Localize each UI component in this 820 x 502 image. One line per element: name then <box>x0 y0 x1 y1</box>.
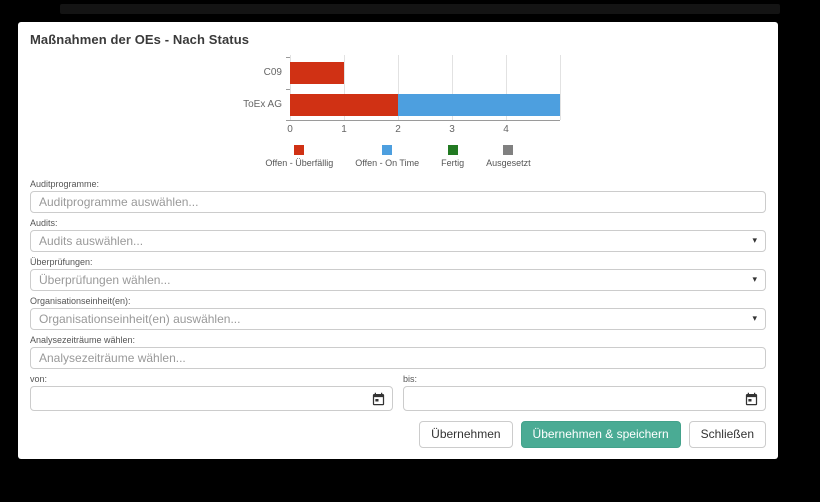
gridline <box>452 55 453 120</box>
apply-button[interactable]: Übernehmen <box>419 421 513 448</box>
legend-item: Offen - On Time <box>355 145 419 168</box>
gridline <box>398 55 399 120</box>
gridline <box>290 55 291 120</box>
ueberpruefungen-label: Überprüfungen: <box>30 257 93 267</box>
apply-and-save-button[interactable]: Übernehmen & speichern <box>520 421 681 448</box>
dialog-title: Maßnahmen der OEs - Nach Status <box>30 32 250 47</box>
date-range-row: von: bis: <box>30 374 766 411</box>
von-date-input[interactable] <box>30 386 393 411</box>
auditprogramme-input[interactable] <box>30 191 766 213</box>
chart-category-labels: C09 ToEx AG <box>236 57 290 121</box>
y-axis-tick <box>286 89 290 90</box>
gridline <box>506 55 507 120</box>
chart-legend: Offen - Überfällig Offen - On Time Fertig A… <box>30 145 766 168</box>
y-axis-tick <box>286 57 290 58</box>
audits-input[interactable] <box>30 230 766 252</box>
legend-swatch <box>382 145 393 155</box>
auditprogramme-label: Auditprogramme: <box>30 179 100 189</box>
x-tick-label: 3 <box>449 124 455 135</box>
bis-date-input[interactable] <box>403 386 766 411</box>
audits-label: Audits: <box>30 218 58 228</box>
analysezeitraeume-label: Analysezeiträume wählen: <box>30 335 136 345</box>
field-audits: Audits: ▾ <box>30 218 766 252</box>
chart-category-label: C09 <box>263 67 282 78</box>
legend-label: Fertig <box>441 158 465 168</box>
analysezeitraeume-input[interactable] <box>30 347 766 369</box>
calendar-icon[interactable] <box>371 391 386 406</box>
field-bis: bis: <box>403 374 766 411</box>
x-tick-label: 0 <box>287 124 293 135</box>
legend-item: Ausgesetzt <box>486 145 531 168</box>
filter-dialog: Maßnahmen der OEs - Nach Status C09 ToEx … <box>18 22 778 459</box>
stacked-bar <box>290 94 560 116</box>
legend-swatch <box>447 145 458 155</box>
bar-segment <box>290 94 398 116</box>
legend-item: Offen - Überfällig <box>265 145 333 168</box>
field-von: von: <box>30 374 393 411</box>
gridline <box>560 55 561 120</box>
chart-plot <box>286 55 561 121</box>
chart-category-label: ToEx AG <box>243 99 282 110</box>
close-button[interactable]: Schließen <box>688 421 766 448</box>
x-tick-label: 4 <box>503 124 509 135</box>
stacked-bar <box>290 62 344 84</box>
status-bar-chart: C09 ToEx AG 0 1 2 3 4 <box>30 55 766 137</box>
chevron-down-icon[interactable]: ▾ <box>752 274 757 285</box>
dialog-footer: Übernehmen Übernehmen & speichern Schlie… <box>30 421 766 448</box>
gridline <box>344 55 345 120</box>
chevron-down-icon[interactable]: ▾ <box>752 235 757 246</box>
ueberpruefungen-input[interactable] <box>30 269 766 291</box>
field-analysezeitraeume: Analysezeiträume wählen: <box>30 335 766 369</box>
legend-label: Ausgesetzt <box>486 158 531 168</box>
bis-label: bis: <box>403 374 418 384</box>
legend-label: Offen - On Time <box>355 158 420 168</box>
x-tick-label: 2 <box>395 124 401 135</box>
filter-form: Auditprogramme: Audits: ▾ Überprüfungen:… <box>30 179 766 411</box>
legend-swatch <box>294 145 305 155</box>
legend-label: Offen - Überfällig <box>265 158 334 168</box>
x-tick-label: 1 <box>341 124 347 135</box>
field-ueberpruefungen: Überprüfungen: ▾ <box>30 257 766 291</box>
legend-item: Fertig <box>441 145 464 168</box>
chart-x-ticks: 0 1 2 3 4 <box>287 121 560 137</box>
field-auditprogramme: Auditprogramme: <box>30 179 766 213</box>
calendar-icon[interactable] <box>744 391 759 406</box>
organisationseinheiten-label: Organisationseinheit(en): <box>30 296 131 306</box>
organisationseinheiten-input[interactable] <box>30 308 766 330</box>
background-page-remnant <box>60 4 780 14</box>
bar-segment <box>398 94 560 116</box>
bar-segment <box>290 62 344 84</box>
field-organisationseinheiten: Organisationseinheit(en): ▾ <box>30 296 766 330</box>
chevron-down-icon[interactable]: ▾ <box>752 313 757 324</box>
von-label: von: <box>30 374 48 384</box>
legend-swatch <box>503 145 514 155</box>
y-axis-tick <box>286 120 290 121</box>
